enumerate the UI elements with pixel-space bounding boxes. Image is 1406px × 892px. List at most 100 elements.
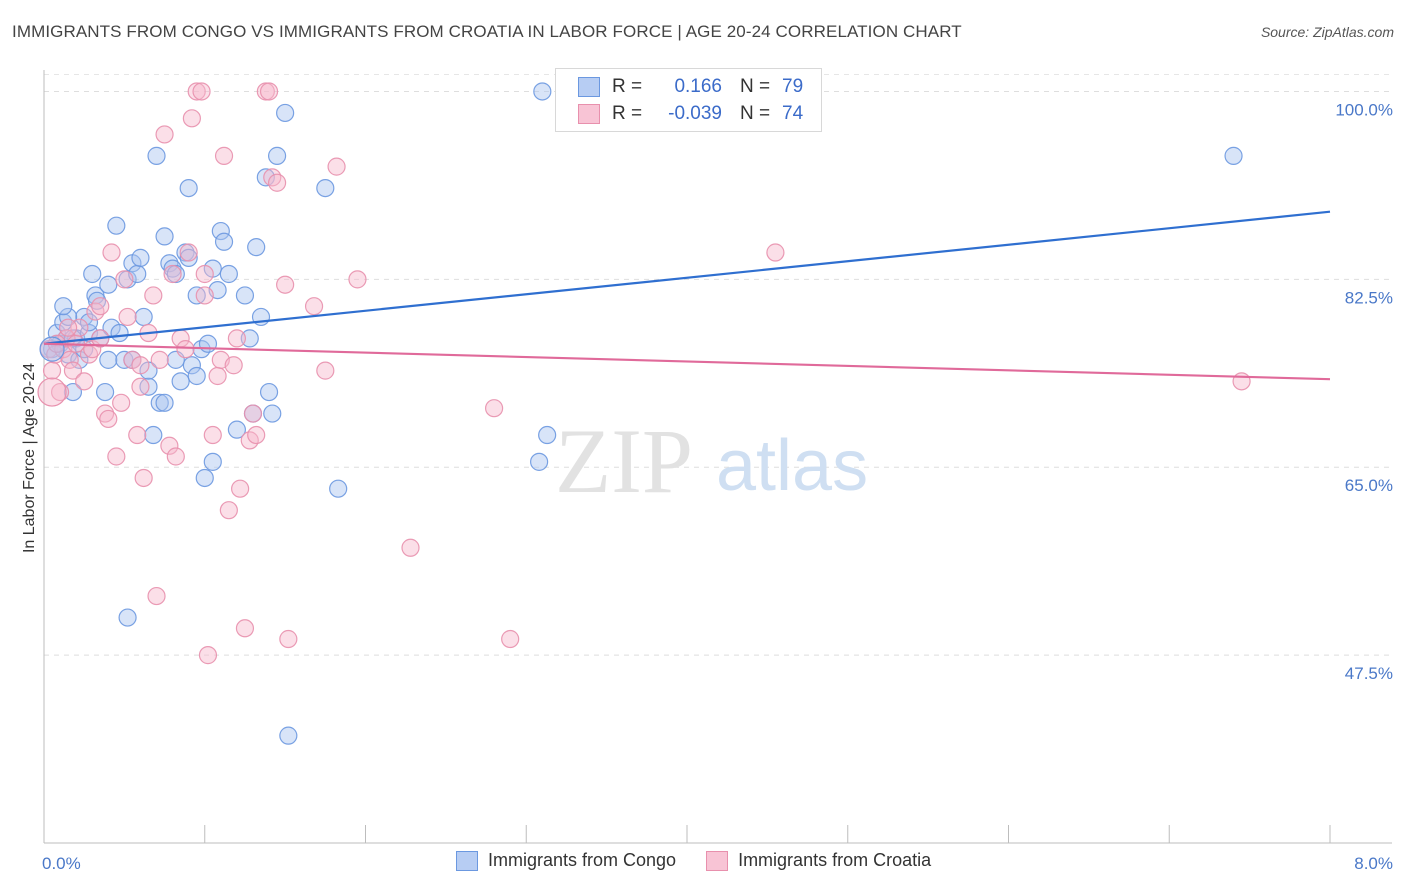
- croatia-point: [86, 302, 105, 321]
- stats-legend: R = 0.166 N = 79 R = -0.039 N = 74: [555, 68, 822, 132]
- congo-point: [211, 221, 230, 241]
- croatia-point: [160, 436, 179, 455]
- congo-point: [179, 178, 198, 198]
- x-tick-label-max: 8.0%: [1354, 854, 1393, 873]
- croatia-point: [263, 168, 282, 187]
- series-legend: Immigrants from Congo Immigrants from Cr…: [456, 850, 961, 871]
- croatia-point: [247, 425, 266, 445]
- legend-r-value-congo: 0.166: [674, 76, 722, 97]
- croatia-point: [147, 586, 166, 606]
- congo-point: [39, 336, 65, 362]
- axes-layer: 47.5% 65.0% 82.5% 100.0% 0.0% 8.0%: [42, 70, 1393, 873]
- congo-point: [63, 382, 83, 402]
- congo-point: [538, 425, 557, 445]
- croatia-point: [60, 350, 79, 369]
- congo-point: [235, 286, 255, 305]
- y-tick-label: 82.5%: [1345, 288, 1393, 307]
- trend-layer: [43, 210, 1331, 381]
- croatia-point: [179, 243, 198, 262]
- croatia-point: [304, 297, 324, 316]
- source-credit: Source: ZipAtlas.com: [1260, 24, 1394, 40]
- croatia-point: [163, 264, 182, 284]
- croatia-point: [224, 356, 243, 375]
- croatia-point: [59, 318, 78, 337]
- croatia-point: [766, 243, 785, 262]
- x-tick-label-min: 0.0%: [42, 854, 81, 873]
- croatia-point: [348, 270, 367, 289]
- croatia-point: [259, 82, 279, 101]
- croatia-point: [227, 329, 246, 348]
- congo-point: [259, 382, 279, 402]
- croatia-point: [203, 425, 222, 445]
- croatia-point: [485, 399, 504, 418]
- congo-point: [279, 726, 298, 745]
- legend-row-croatia: R = -0.039 N = 74: [578, 101, 803, 127]
- croatia-point: [115, 270, 134, 289]
- legend-row-congo: R = 0.166 N = 79: [578, 74, 803, 100]
- congo-point: [195, 468, 214, 488]
- croatia-point: [118, 307, 137, 327]
- croatia-point: [150, 350, 169, 369]
- series-legend-croatia: Immigrants from Croatia: [706, 850, 931, 871]
- croatia-point: [42, 361, 62, 380]
- congo-point: [131, 248, 150, 267]
- series-swatch-croatia: [706, 850, 729, 871]
- croatia-point: [327, 157, 346, 176]
- y-tick-label: 65.0%: [1345, 476, 1393, 495]
- congo-point: [171, 372, 190, 391]
- croatia-point: [95, 404, 115, 423]
- croatia-point: [50, 382, 70, 402]
- congo-point: [219, 264, 238, 284]
- congo-point: [99, 350, 118, 369]
- croatia-point: [187, 82, 206, 101]
- congo-point: [54, 297, 73, 316]
- croatia-point: [155, 125, 174, 144]
- y-tick-label: 47.5%: [1345, 664, 1393, 683]
- legend-n-value-croatia: 74: [782, 103, 804, 124]
- croatia-point: [214, 146, 234, 165]
- croatia-point: [112, 393, 131, 412]
- congo-point: [247, 238, 266, 257]
- congo-point: [316, 178, 335, 198]
- congo-point: [155, 393, 174, 412]
- congo-point: [187, 366, 206, 386]
- croatia-point: [182, 109, 201, 128]
- congo-point: [150, 393, 169, 412]
- congo-point: [276, 103, 295, 123]
- watermark-zip: ZIP: [555, 410, 693, 512]
- congo-point: [179, 248, 198, 267]
- congo-point: [530, 452, 549, 471]
- congo-point: [240, 329, 259, 348]
- croatia-point: [208, 366, 227, 386]
- congo-point: [256, 168, 275, 187]
- congo-point: [95, 382, 115, 402]
- croatia-point: [75, 372, 94, 391]
- congo-point: [118, 608, 137, 627]
- croatia-point: [128, 425, 147, 445]
- series-label-congo: Immigrants from Congo: [488, 850, 677, 870]
- congo-point: [263, 404, 282, 423]
- croatia-point: [134, 468, 153, 488]
- croatia-point: [131, 356, 150, 375]
- croatia-point: [91, 297, 110, 316]
- congo-point: [59, 307, 78, 327]
- croatia-trend-line: [43, 342, 1331, 381]
- legend-swatch-congo: [578, 77, 600, 97]
- congo-trend-line: [43, 210, 1331, 345]
- croatia-point: [37, 377, 67, 407]
- congo-point: [182, 356, 201, 375]
- croatia-point: [102, 243, 121, 262]
- congo-point: [155, 227, 174, 246]
- congo-point: [99, 275, 118, 294]
- congo-point: [163, 259, 182, 278]
- croatia-point: [276, 275, 295, 294]
- congo-point: [227, 420, 246, 439]
- congo-point: [203, 452, 222, 471]
- croatia-point: [195, 264, 214, 284]
- watermark-atlas: atlas: [716, 426, 868, 506]
- croatia-point: [219, 501, 238, 520]
- congo-point: [160, 254, 179, 273]
- croatia-point: [99, 409, 118, 429]
- croatia-point: [279, 629, 298, 649]
